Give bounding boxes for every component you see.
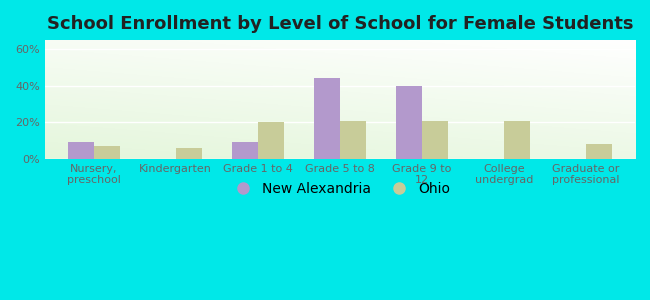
Bar [586,144,612,159]
Bar [231,142,258,159]
Bar [313,79,340,159]
Legend: New Alexandria, Ohio: New Alexandria, Ohio [224,177,456,202]
Bar [422,121,448,159]
Title: School Enrollment by Level of School for Female Students: School Enrollment by Level of School for… [47,15,633,33]
Bar [340,121,366,159]
Bar [504,121,530,159]
Bar [94,146,120,159]
Bar [258,122,284,159]
Bar [176,148,202,159]
Bar [396,86,422,159]
Bar [68,142,94,159]
